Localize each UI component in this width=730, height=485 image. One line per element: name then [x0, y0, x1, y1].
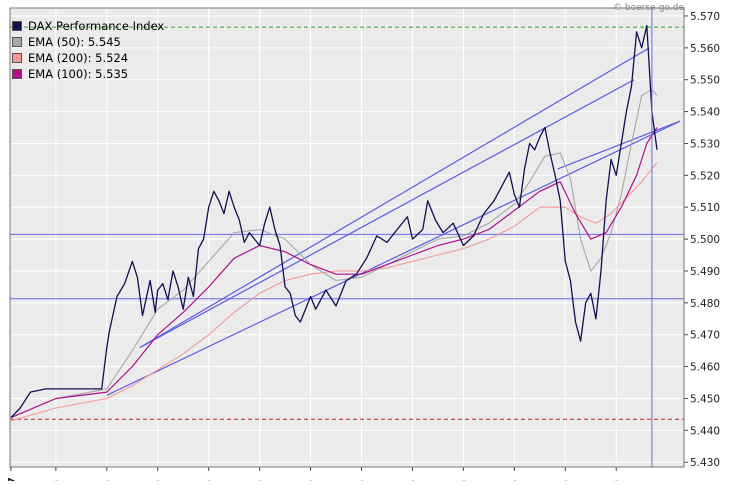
- trendlines: [106, 47, 681, 396]
- y-tick-label: 5.440: [690, 425, 720, 437]
- y-tick-label: 5.470: [690, 330, 720, 342]
- legend-swatch-ema50: [12, 37, 22, 47]
- y-tick-label: 5.460: [690, 362, 720, 374]
- y-tick-label: 5.500: [690, 234, 720, 246]
- legend-item-dax: DAX Performance Index: [12, 18, 164, 34]
- y-tick-label: 5.480: [690, 298, 720, 310]
- series-lines: [10, 24, 658, 422]
- y-tick-label: 5.550: [690, 75, 720, 87]
- series-line-ema200: [10, 162, 658, 422]
- legend-label-ema50: EMA (50): 5.545: [28, 35, 121, 49]
- x-tick-labels: 06:0707:0008:0009:0010:0011:0012:0013:00…: [7, 477, 623, 485]
- y-tick-label: 5.570: [690, 11, 720, 23]
- axes: [9, 7, 688, 471]
- y-tick-labels: 5.430 5.440 5.450 5.460 5.470 5.480 5.490 5.500…: [690, 11, 720, 469]
- series-line-dax: [10, 24, 658, 419]
- y-tick-label: 5.560: [690, 43, 720, 55]
- series-line-ema100: [10, 127, 658, 419]
- legend-swatch-ema100: [12, 69, 22, 79]
- plot-frame: [9, 7, 685, 468]
- legend-label-ema200: EMA (200): 5.524: [28, 51, 129, 65]
- y-tick-label: 5.430: [690, 457, 720, 469]
- legend-label-ema100: EMA (100): 5.535: [28, 67, 129, 81]
- y-tick-label: 5.520: [690, 170, 720, 182]
- trendline: [557, 120, 681, 170]
- y-tick-label: 5.530: [690, 138, 720, 150]
- x-tick-label: 06:07: [7, 477, 18, 481]
- legend-item-ema50: EMA (50): 5.545: [12, 34, 164, 50]
- y-tick-label: 5.490: [690, 266, 720, 278]
- grid-lines: [10, 8, 684, 467]
- y-tick-label: 5.510: [690, 202, 720, 214]
- legend-swatch-dax: [12, 21, 22, 31]
- y-tick-label: 5.540: [690, 107, 720, 119]
- y-tick-label: 5.450: [690, 393, 720, 405]
- legend-swatch-ema200: [12, 53, 22, 63]
- legend-label-dax: DAX Performance Index: [28, 19, 165, 33]
- trendline: [139, 79, 635, 348]
- horizontal-lines: [10, 26, 684, 420]
- legend-item-ema100: EMA (100): 5.535: [12, 66, 164, 82]
- watermark: © boerse-go.de: [613, 3, 684, 13]
- trendline: [139, 47, 650, 348]
- legend-item-ema200: EMA (200): 5.524: [12, 50, 164, 66]
- legend: DAX Performance Index EMA (50): 5.545 EM…: [12, 18, 164, 82]
- trendline: [106, 120, 681, 396]
